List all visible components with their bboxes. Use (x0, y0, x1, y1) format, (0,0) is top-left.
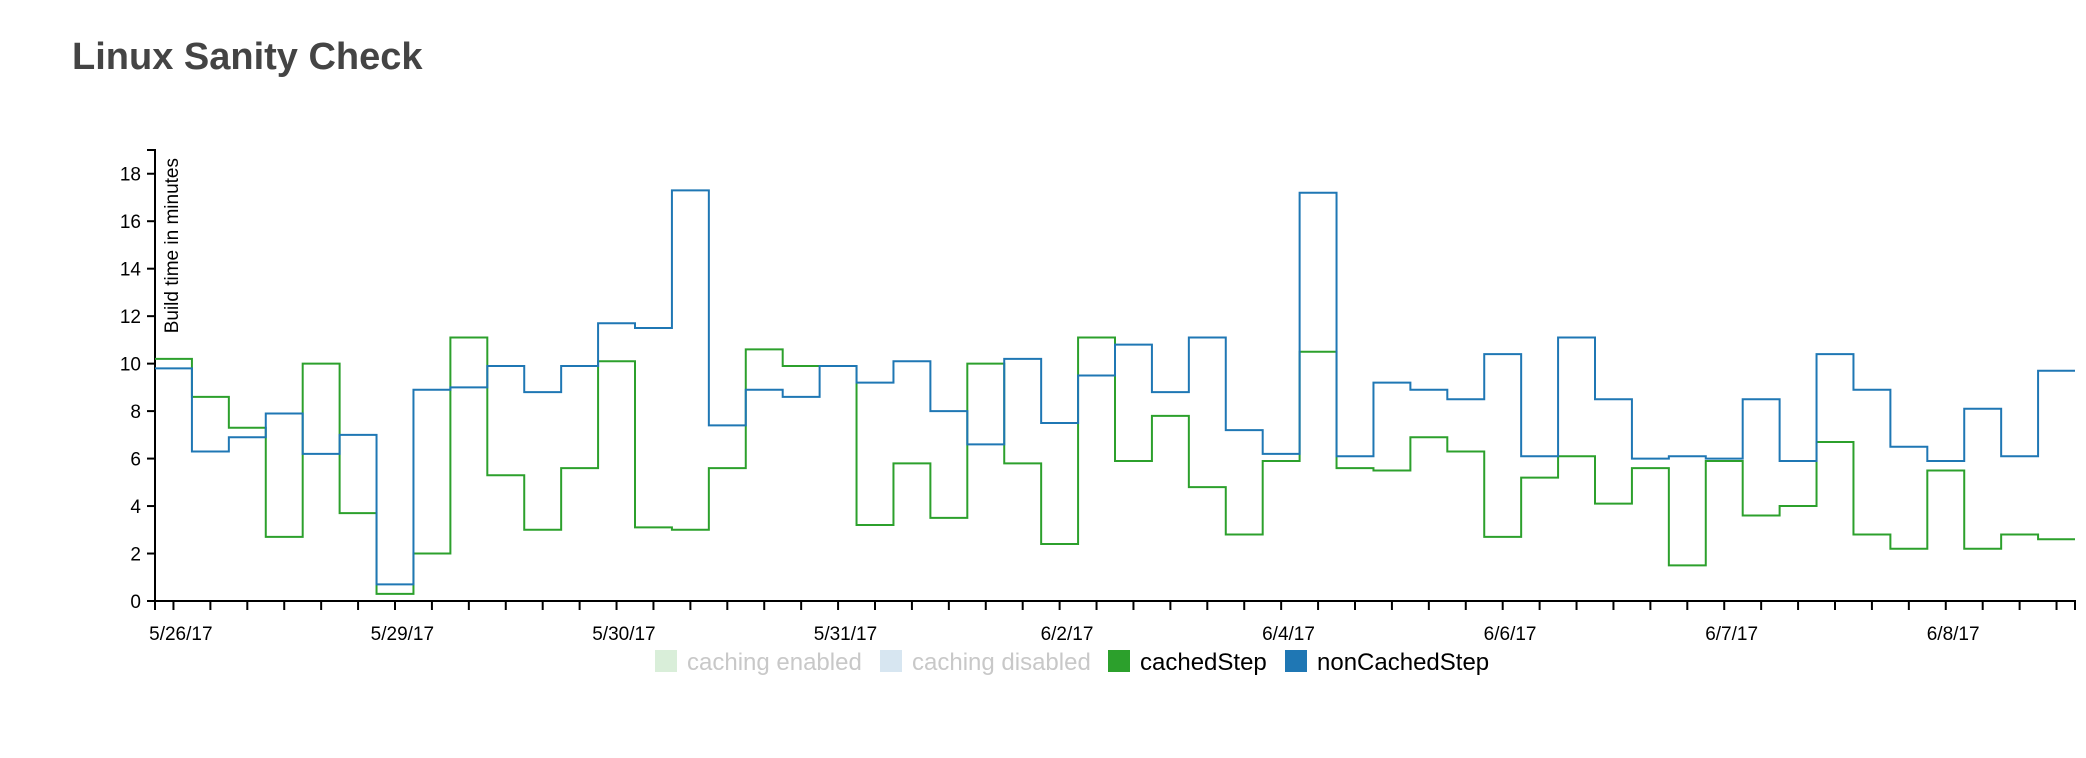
legend: caching enabled caching disabled cachedSte… (655, 649, 1489, 676)
x-tick-label: 5/26/17 (149, 624, 212, 645)
page-title: Linux Sanity Check (72, 36, 423, 78)
x-tick-label: 5/29/17 (371, 624, 434, 645)
y-axis-label: Build time in minutes (162, 158, 183, 333)
legend-item-cachedStep[interactable]: cachedStep (1108, 649, 1267, 676)
legend-item-nonCachedStep[interactable]: nonCachedStep (1285, 649, 1489, 676)
x-tick-label: 6/8/17 (1927, 624, 1980, 645)
legend-swatch (880, 650, 902, 672)
y-tick-label: 10 (120, 355, 141, 376)
legend-label: nonCachedStep (1317, 649, 1489, 676)
y-tick-label: 6 (130, 450, 141, 471)
y-axis: 0 2 4 6 8 10 12 14 16 18 Build time in minutes (120, 149, 183, 613)
series-line-nonCachedStep (155, 189, 2075, 586)
x-tick-label: 6/6/17 (1484, 624, 1537, 645)
legend-label: caching disabled (912, 649, 1091, 676)
y-tick-label: 18 (120, 165, 141, 186)
y-axis-line (147, 149, 156, 602)
legend-item-caching-enabled[interactable]: caching enabled (655, 649, 862, 676)
x-axis: 5/26/17 5/29/17 5/30/17 5/31/17 6/2/17 6/4/17… (149, 600, 2076, 645)
x-tick-label: 6/4/17 (1262, 624, 1315, 645)
y-tick-label: 8 (130, 402, 141, 423)
y-tick-label: 12 (120, 307, 141, 328)
y-tick-label: 0 (130, 592, 141, 613)
y-tick-label: 2 (130, 545, 141, 566)
legend-label: cachedStep (1140, 649, 1267, 676)
legend-label: caching enabled (687, 649, 862, 676)
legend-item-caching-disabled[interactable]: caching disabled (880, 649, 1091, 676)
series-line-cachedStep (155, 336, 2075, 595)
x-axis-line (154, 600, 2076, 610)
x-tick-label: 5/30/17 (592, 624, 655, 645)
x-tick-label: 6/2/17 (1041, 624, 1094, 645)
y-tick-label: 16 (120, 212, 141, 233)
y-tick-label: 14 (120, 260, 142, 281)
series-layer (155, 189, 2075, 595)
legend-swatch (655, 650, 677, 672)
x-tick-label: 5/31/17 (814, 624, 877, 645)
x-tick-label: 6/7/17 (1705, 624, 1758, 645)
legend-swatch (1108, 650, 1130, 672)
y-tick-label: 4 (130, 497, 141, 518)
legend-swatch (1285, 650, 1307, 672)
